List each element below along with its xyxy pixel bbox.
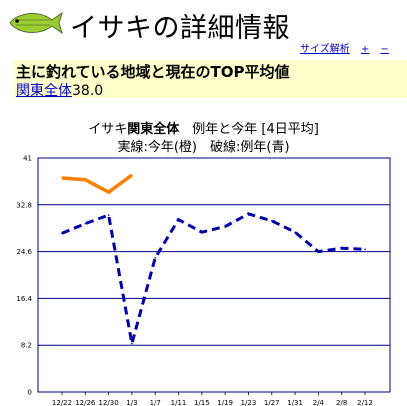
x-tick-label: 12/22 xyxy=(52,399,72,406)
chart-title-fish: イサキ xyxy=(88,122,128,137)
data-point-this-year xyxy=(61,177,63,179)
x-tick-label: 2/8 xyxy=(336,399,347,406)
summary-line: 関東全体38.0 xyxy=(16,80,103,100)
data-point-usual-year xyxy=(131,342,133,345)
x-tick-label: 12/30 xyxy=(99,399,119,406)
y-tick-label: 8.2 xyxy=(21,342,32,350)
data-point-usual-year xyxy=(201,231,203,233)
page-header: イサキの詳細情報 サイズ解析 + − xyxy=(0,0,407,58)
header-links: サイズ解析 + − xyxy=(300,40,397,55)
data-point-usual-year xyxy=(317,250,320,253)
zoom-in-link[interactable]: + xyxy=(360,44,370,55)
y-tick-label: 32.8 xyxy=(16,201,32,209)
data-point-usual-year xyxy=(107,214,110,216)
data-point-usual-year xyxy=(177,218,180,221)
data-point-usual-year xyxy=(224,225,226,228)
data-point-usual-year xyxy=(270,219,273,222)
top-average-panel: 主に釣れている地域と現在のTOP平均値 関東全体38.0 xyxy=(14,60,407,100)
fish-icon xyxy=(9,11,63,35)
data-point-usual-year xyxy=(61,232,63,235)
x-tick-label: 1/15 xyxy=(194,399,210,406)
y-tick-label: 41 xyxy=(23,155,32,163)
chart-title-rest: 例年と今年 [4日平均] xyxy=(179,122,319,137)
x-tick-label: 1/23 xyxy=(241,399,257,406)
x-tick-label: 2/4 xyxy=(313,399,325,406)
data-point-this-year xyxy=(131,174,133,176)
chart-title: イサキ関東全体 例年と今年 [4日平均] xyxy=(0,118,407,137)
region-link[interactable]: 関東全体 xyxy=(16,83,72,99)
top-average-value: 38.0 xyxy=(72,83,104,99)
x-tick-label: 1/19 xyxy=(217,399,233,406)
data-point-usual-year xyxy=(294,231,296,233)
chart-legend-text: 実線:今年(橙) 破線:例年(青) xyxy=(117,140,290,155)
y-tick-label: 24.6 xyxy=(16,248,32,256)
data-point-this-year xyxy=(107,191,110,194)
series-line-usual-year xyxy=(61,212,366,344)
x-tick-label: 1/31 xyxy=(287,399,303,406)
data-point-this-year xyxy=(84,178,87,181)
x-tick-label: 2/12 xyxy=(357,399,373,406)
x-tick-label: 1/3 xyxy=(126,399,137,406)
plot-area xyxy=(37,157,391,393)
chart-title-region: 関東全体 xyxy=(127,122,180,137)
catch-size-chart: 0 8.2 16.4 24.6 32.8 41 12/22 12/26 12/30 1/3 1/7 1… xyxy=(16,155,391,406)
size-analysis-link[interactable]: サイズ解析 xyxy=(300,44,350,55)
summary-heading: 主に釣れている地域と現在のTOP平均値 xyxy=(16,63,290,81)
y-tick-label: 0 xyxy=(28,389,32,397)
y-tick-label: 16.4 xyxy=(16,295,32,303)
series-line-this-year xyxy=(61,173,133,195)
x-tick-label: 1/7 xyxy=(150,399,161,406)
page-title: イサキの詳細情報 xyxy=(70,13,290,44)
data-point-usual-year xyxy=(154,257,157,259)
x-tick-label: 12/26 xyxy=(75,399,96,406)
x-tick-label: 1/27 xyxy=(264,399,280,406)
data-point-usual-year xyxy=(84,222,87,225)
zoom-out-link[interactable]: − xyxy=(380,44,389,55)
data-point-usual-year xyxy=(247,213,250,215)
x-tick-label: 1/11 xyxy=(171,399,187,406)
data-point-usual-year xyxy=(364,248,366,251)
data-point-usual-year xyxy=(340,247,343,249)
